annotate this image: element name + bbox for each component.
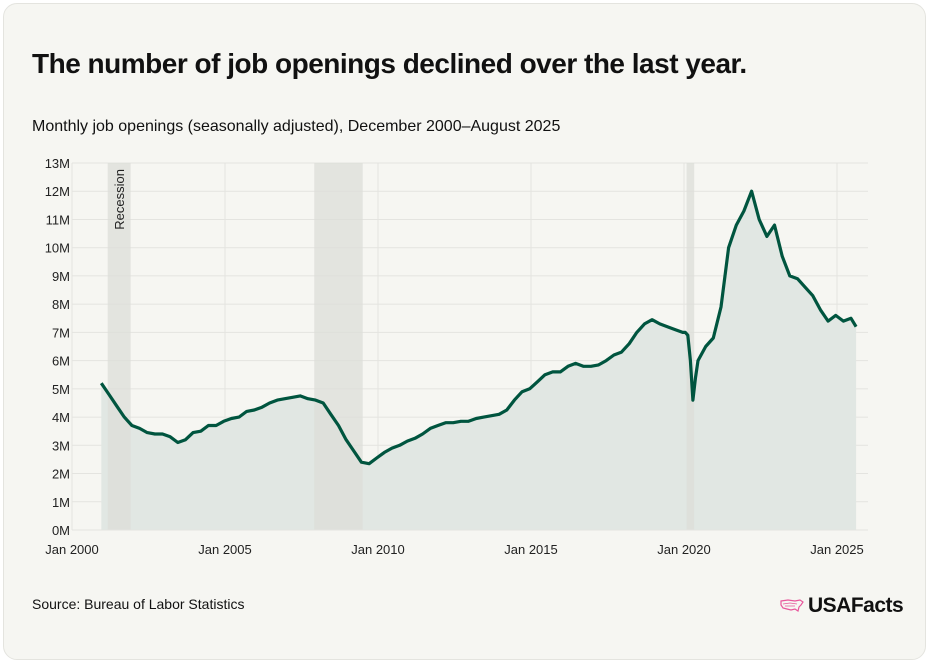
y-tick-label: 3M: [52, 438, 70, 453]
y-tick-label: 6M: [52, 354, 70, 369]
us-map-icon: [780, 599, 804, 612]
x-tick-label: Jan 2000: [45, 542, 99, 557]
y-tick-label: 0M: [52, 523, 70, 538]
chart-title: The number of job openings declined over…: [32, 48, 747, 79]
y-tick-label: 11M: [46, 212, 70, 227]
y-tick-label: 4M: [52, 410, 70, 425]
y-tick-label: 2M: [52, 467, 70, 482]
x-tick-label: Jan 2020: [657, 542, 711, 557]
y-tick-label: 9M: [52, 269, 70, 284]
logo-text: USAFacts: [808, 594, 904, 617]
y-tick-label: 8M: [52, 297, 70, 312]
recession-band: [314, 163, 363, 530]
recession-label: Recession: [112, 169, 127, 230]
y-tick-label: 13M: [45, 156, 70, 171]
y-tick-label: 7M: [52, 325, 70, 340]
y-tick-label: 10M: [45, 241, 70, 256]
y-tick-label: 12M: [45, 184, 70, 199]
y-tick-label: 5M: [52, 382, 70, 397]
x-tick-label: Jan 2005: [198, 542, 252, 557]
x-tick-label: Jan 2010: [351, 542, 405, 557]
y-tick-label: 1M: [52, 495, 70, 510]
source-note: Source: Bureau of Labor Statistics: [32, 596, 245, 612]
chart-subtitle: Monthly job openings (seasonally adjuste…: [32, 118, 561, 135]
x-tick-label: Jan 2025: [810, 542, 864, 557]
usafacts-logo: USAFacts: [780, 594, 904, 618]
job-openings-line: [99, 189, 858, 466]
recession-band: [107, 163, 131, 530]
x-tick-label: Jan 2015: [504, 542, 558, 557]
area-fill: [101, 191, 857, 530]
